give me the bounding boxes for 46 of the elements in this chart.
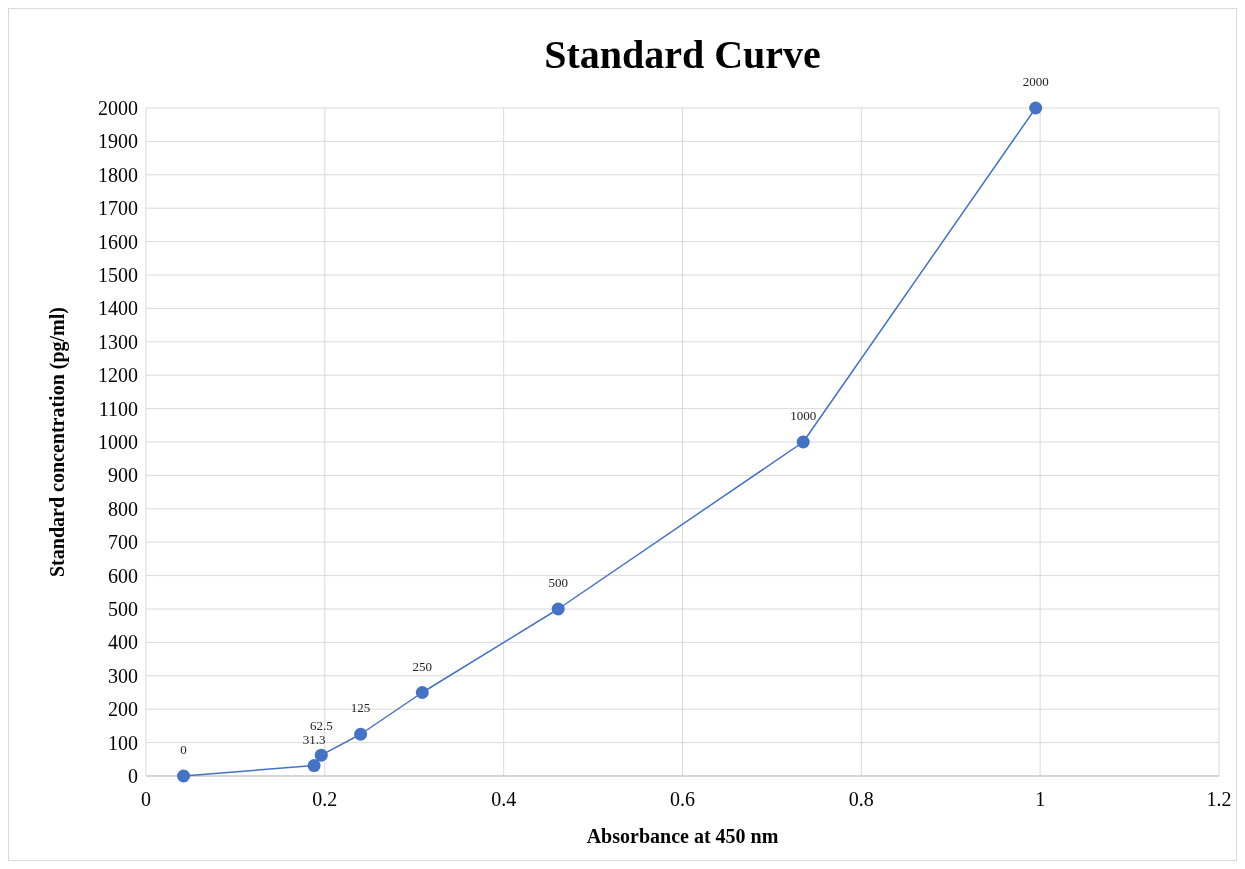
data-label: 62.5	[309, 717, 333, 733]
y-tick-label: 1900	[98, 130, 138, 153]
y-tick-label: 200	[108, 698, 138, 721]
y-tick-label: 1200	[98, 364, 138, 387]
point	[307, 759, 321, 773]
data-label: 1000	[790, 408, 817, 423]
y-tick-label: 500	[108, 598, 138, 620]
y-tick-label: 700	[108, 531, 138, 554]
y-tick-label: 1000	[98, 431, 138, 453]
y-tick-label: 1800	[98, 163, 138, 186]
y-tick-label: 100	[108, 731, 138, 754]
x-axis-title: Absorbance at 450 nm	[586, 825, 779, 847]
point	[1029, 101, 1043, 115]
y-tick-label: 300	[108, 664, 138, 687]
point	[314, 748, 328, 762]
data-label: 125	[350, 700, 371, 716]
chart-title: Standard Curve	[544, 32, 821, 77]
data-label: 500	[548, 575, 568, 590]
y-tick-label: 1100	[98, 397, 138, 420]
y-tick-label: 1500	[98, 264, 138, 286]
data-label: 2000	[1022, 74, 1049, 89]
y-tick-label: 400	[108, 631, 138, 654]
x-tick-label: 1.2	[1206, 788, 1232, 810]
x-tick-label: 0.8	[848, 788, 874, 810]
point	[415, 686, 429, 699]
y-tick-label: 900	[108, 464, 138, 487]
y-tick-label: 1400	[98, 297, 138, 320]
y-tick-label: 800	[108, 497, 138, 520]
data-label: 31.3	[302, 731, 326, 747]
point	[796, 435, 810, 449]
y-tick-label: 1700	[98, 197, 138, 220]
y-tick-label: 1300	[98, 330, 138, 353]
x-tick-label: 0.6	[670, 788, 695, 810]
x-tick-label: 0.4	[491, 788, 517, 810]
y-tick-label: 600	[108, 564, 138, 587]
x-tick-label: 0.2	[312, 788, 338, 810]
data-label: 250	[412, 658, 433, 674]
y-tick-label: 0	[128, 765, 138, 787]
point	[177, 769, 191, 783]
point	[354, 727, 368, 741]
data-label: 0	[180, 742, 187, 757]
x-tick-label: 1	[1035, 788, 1046, 810]
y-axis-title: Standard concentration (pg/ml)	[46, 307, 69, 577]
point	[551, 602, 565, 616]
y-tick-label: 2000	[98, 97, 138, 119]
y-tick-label: 1600	[98, 230, 138, 253]
